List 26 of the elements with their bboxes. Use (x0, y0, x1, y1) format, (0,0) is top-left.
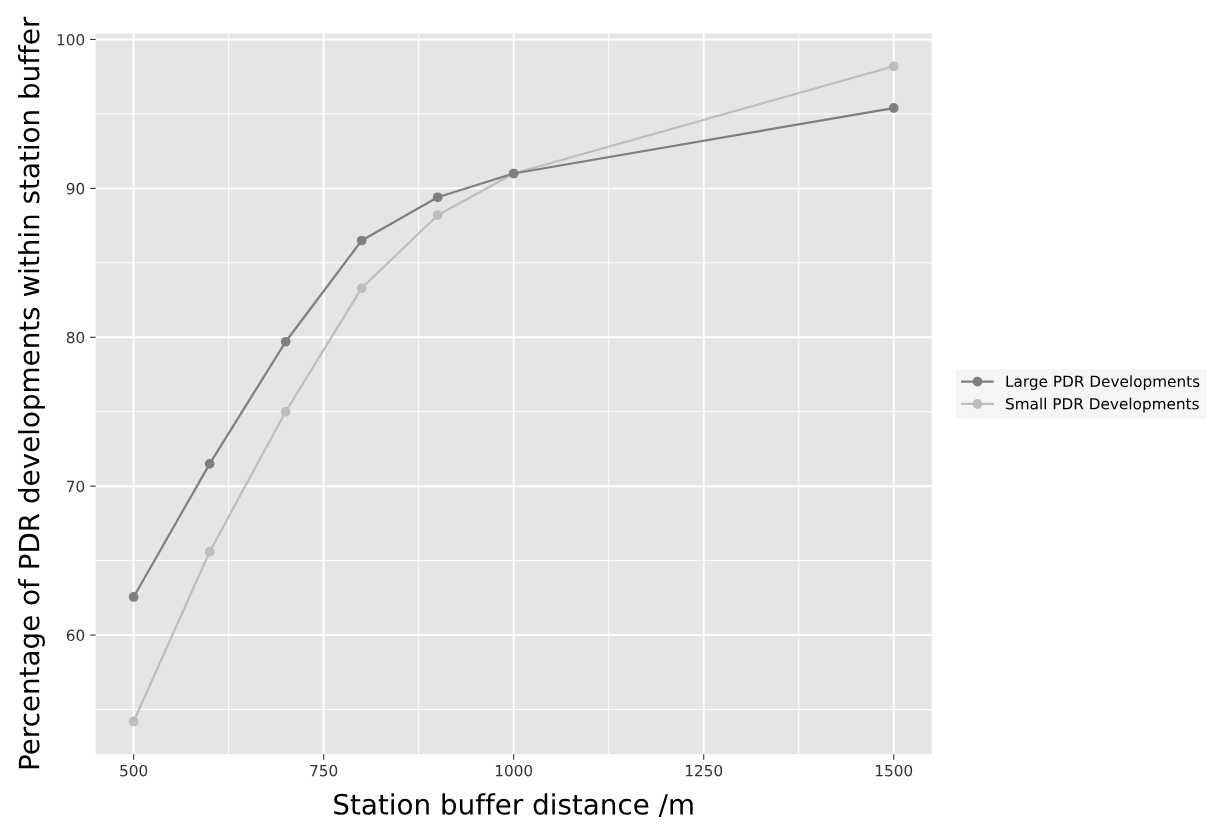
y-tick-label: 100 (57, 33, 85, 46)
legend-label: Small PDR Developments (1006, 397, 1199, 413)
x-axis-title: Station buffer distance /m (334, 793, 693, 817)
point (280, 406, 291, 417)
point (888, 103, 899, 113)
y-tick-label: 60 (66, 629, 85, 642)
x-tick-label: 1250 (685, 764, 723, 777)
point (356, 283, 367, 294)
x-tick-label: 1000 (495, 764, 533, 777)
point (356, 235, 367, 246)
point (128, 716, 139, 727)
point (128, 592, 139, 602)
x-tick-label: 1500 (875, 764, 913, 777)
point (280, 336, 291, 347)
x-tick-label: 750 (310, 764, 338, 777)
point (432, 192, 443, 203)
y-axis-title: Percentage of PDR developments within station buffer (18, 16, 45, 769)
point (432, 210, 443, 221)
y-tick-label: 70 (67, 480, 85, 493)
point (204, 458, 215, 469)
legend-label: Large PDR Developments (1006, 375, 1200, 391)
y-tick-label: 90 (66, 182, 85, 195)
y-tick-label: 80 (66, 331, 85, 344)
point (204, 546, 215, 557)
point (888, 61, 899, 72)
x-tick-label: 500 (120, 764, 148, 777)
